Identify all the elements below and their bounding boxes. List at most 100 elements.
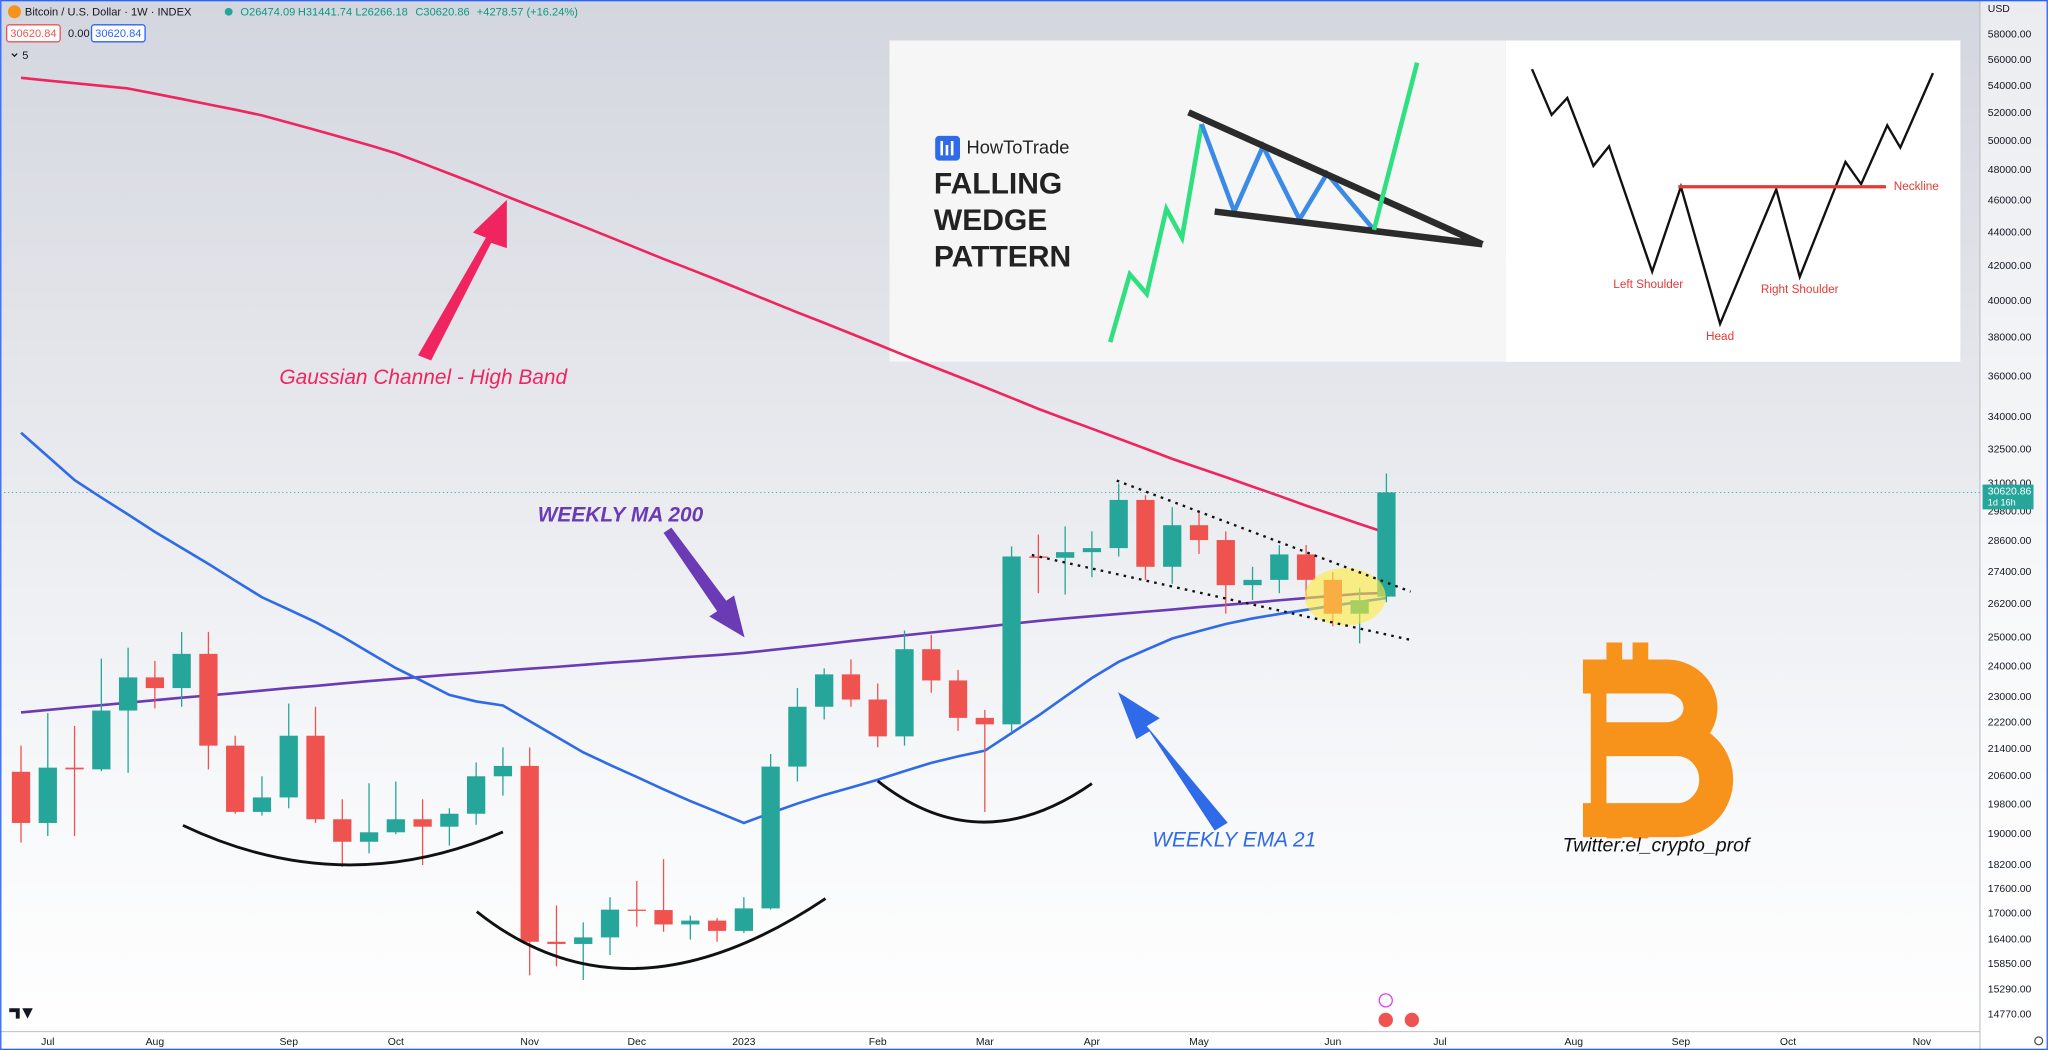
candle-body	[38, 767, 57, 823]
y-tick-label: 46000.00	[1988, 196, 2032, 207]
hs-label: Left Shoulder	[1613, 278, 1683, 291]
sell-price[interactable]: 30620.84	[10, 28, 56, 40]
y-tick-label: 32500.00	[1988, 445, 2032, 456]
x-tick-label: Sep	[1672, 1037, 1691, 1048]
candle-body	[1055, 552, 1075, 558]
candle-body	[467, 776, 486, 814]
y-tick-label: 27400.00	[1988, 567, 2032, 578]
y-tick-label: 23000.00	[1988, 692, 2032, 703]
buy-price[interactable]: 30620.84	[95, 28, 141, 40]
hs-label: Neckline	[1894, 180, 1940, 193]
candle-body	[145, 677, 165, 689]
candle-body	[199, 653, 218, 746]
y-tick-label: 24000.00	[1988, 662, 2032, 673]
candle-body	[520, 765, 539, 942]
event-icon[interactable]	[1404, 1012, 1420, 1028]
readout: L26266.18	[355, 6, 407, 18]
candle-body	[92, 710, 111, 770]
inset-bg	[889, 40, 1506, 362]
y-tick-label: 26200.00	[1988, 599, 2032, 610]
x-tick-label: Nov	[1913, 1037, 1932, 1048]
event-icon[interactable]	[1378, 993, 1393, 1008]
x-tick-label: Oct	[1780, 1037, 1796, 1048]
candle-body	[1296, 554, 1316, 580]
candle-body	[1270, 554, 1289, 580]
candle-body	[493, 765, 513, 777]
y-tick-label: 25000.00	[1988, 632, 2032, 643]
x-tick-label: Mar	[976, 1037, 994, 1048]
brand-icon-mark	[940, 141, 954, 156]
candle-body	[172, 653, 191, 689]
sell-button[interactable]	[5, 24, 61, 43]
candle-body	[547, 941, 566, 944]
candle-body	[1163, 525, 1182, 567]
candle-body	[413, 819, 432, 827]
readout: H31441.74	[298, 6, 352, 18]
candle-body	[1243, 579, 1262, 586]
annotation-gaussian: Gaussian Channel - High Band	[279, 366, 568, 389]
candle-body	[815, 674, 834, 707]
candle-body	[386, 819, 405, 833]
base-curve	[182, 824, 504, 867]
candle-body	[440, 813, 459, 827]
annotation-ema21: WEEKLY EMA 21	[1152, 829, 1316, 852]
wedge-upper-line	[1116, 479, 1411, 593]
arrow	[418, 199, 507, 361]
status-dot	[224, 7, 233, 16]
base-curve	[876, 779, 1093, 824]
tv-logo-mark	[9, 1008, 33, 1019]
y-tick-label: 34000.00	[1988, 412, 2032, 423]
candle-body	[948, 680, 968, 718]
y-tick-label: 40000.00	[1988, 296, 2032, 307]
event-icons	[1378, 993, 2044, 1046]
y-tick-label: 58000.00	[1988, 30, 2032, 41]
hs-path	[1530, 68, 1935, 328]
candle-body	[574, 937, 593, 944]
y-tick-label: 31000.00	[1988, 478, 2032, 489]
chevron[interactable]	[11, 53, 18, 58]
y-tick-label: 22200.00	[1988, 717, 2032, 728]
candle-body	[1136, 499, 1155, 567]
annotations: Gaussian Channel - High Band WEEKLY MA 2…	[182, 199, 1752, 970]
spread: 0.00	[68, 28, 90, 40]
candle-body	[333, 819, 352, 842]
change: +4278.57 (+16.24%)	[477, 6, 578, 18]
event-icon[interactable]	[1378, 1012, 1393, 1028]
candle-body	[1002, 556, 1021, 725]
y-tick-label: 48000.00	[1988, 165, 2032, 176]
candle-body	[841, 674, 861, 700]
candle-body	[788, 706, 807, 767]
y-tick-label: 54000.00	[1988, 81, 2032, 92]
base-curve	[475, 897, 827, 970]
y-tick-label: 19800.00	[1988, 799, 2032, 810]
symbol-icon	[7, 5, 22, 19]
candle-body	[895, 649, 914, 737]
x-tick-label: Feb	[869, 1037, 887, 1048]
readout: O26474.09	[240, 6, 295, 18]
settings-icon[interactable]	[2034, 1036, 2044, 1046]
y-tick-label: 14770.00	[1988, 1009, 2032, 1020]
candle-body	[1377, 492, 1396, 597]
candle-body	[600, 909, 620, 938]
bitcoin-logo	[1582, 642, 1734, 839]
wedge-zigzag	[1199, 123, 1376, 232]
highlight	[1304, 568, 1386, 626]
price-tag	[1982, 484, 2034, 510]
price-tag-label: 30620.86	[1988, 487, 2032, 498]
price-axis-bg	[1979, 0, 2048, 1050]
overlay-line	[20, 591, 1387, 714]
candle-body	[65, 767, 84, 770]
btc-bowls	[1582, 659, 1734, 838]
x-tick-label: Nov	[520, 1037, 539, 1048]
indicator-count[interactable]: 5	[22, 50, 28, 62]
tv-logo	[9, 1008, 33, 1019]
y-tick-label: 29800.00	[1988, 507, 2032, 518]
inset-bg	[1505, 40, 1961, 362]
buy-button[interactable]	[90, 24, 146, 43]
symbol: Bitcoin / U.S. Dollar · 1W · INDEX	[25, 6, 192, 18]
price-tag-countdown: 1d 16h	[1988, 497, 2016, 507]
wedge-lower-line	[1031, 553, 1411, 642]
candle-body	[1029, 556, 1048, 558]
